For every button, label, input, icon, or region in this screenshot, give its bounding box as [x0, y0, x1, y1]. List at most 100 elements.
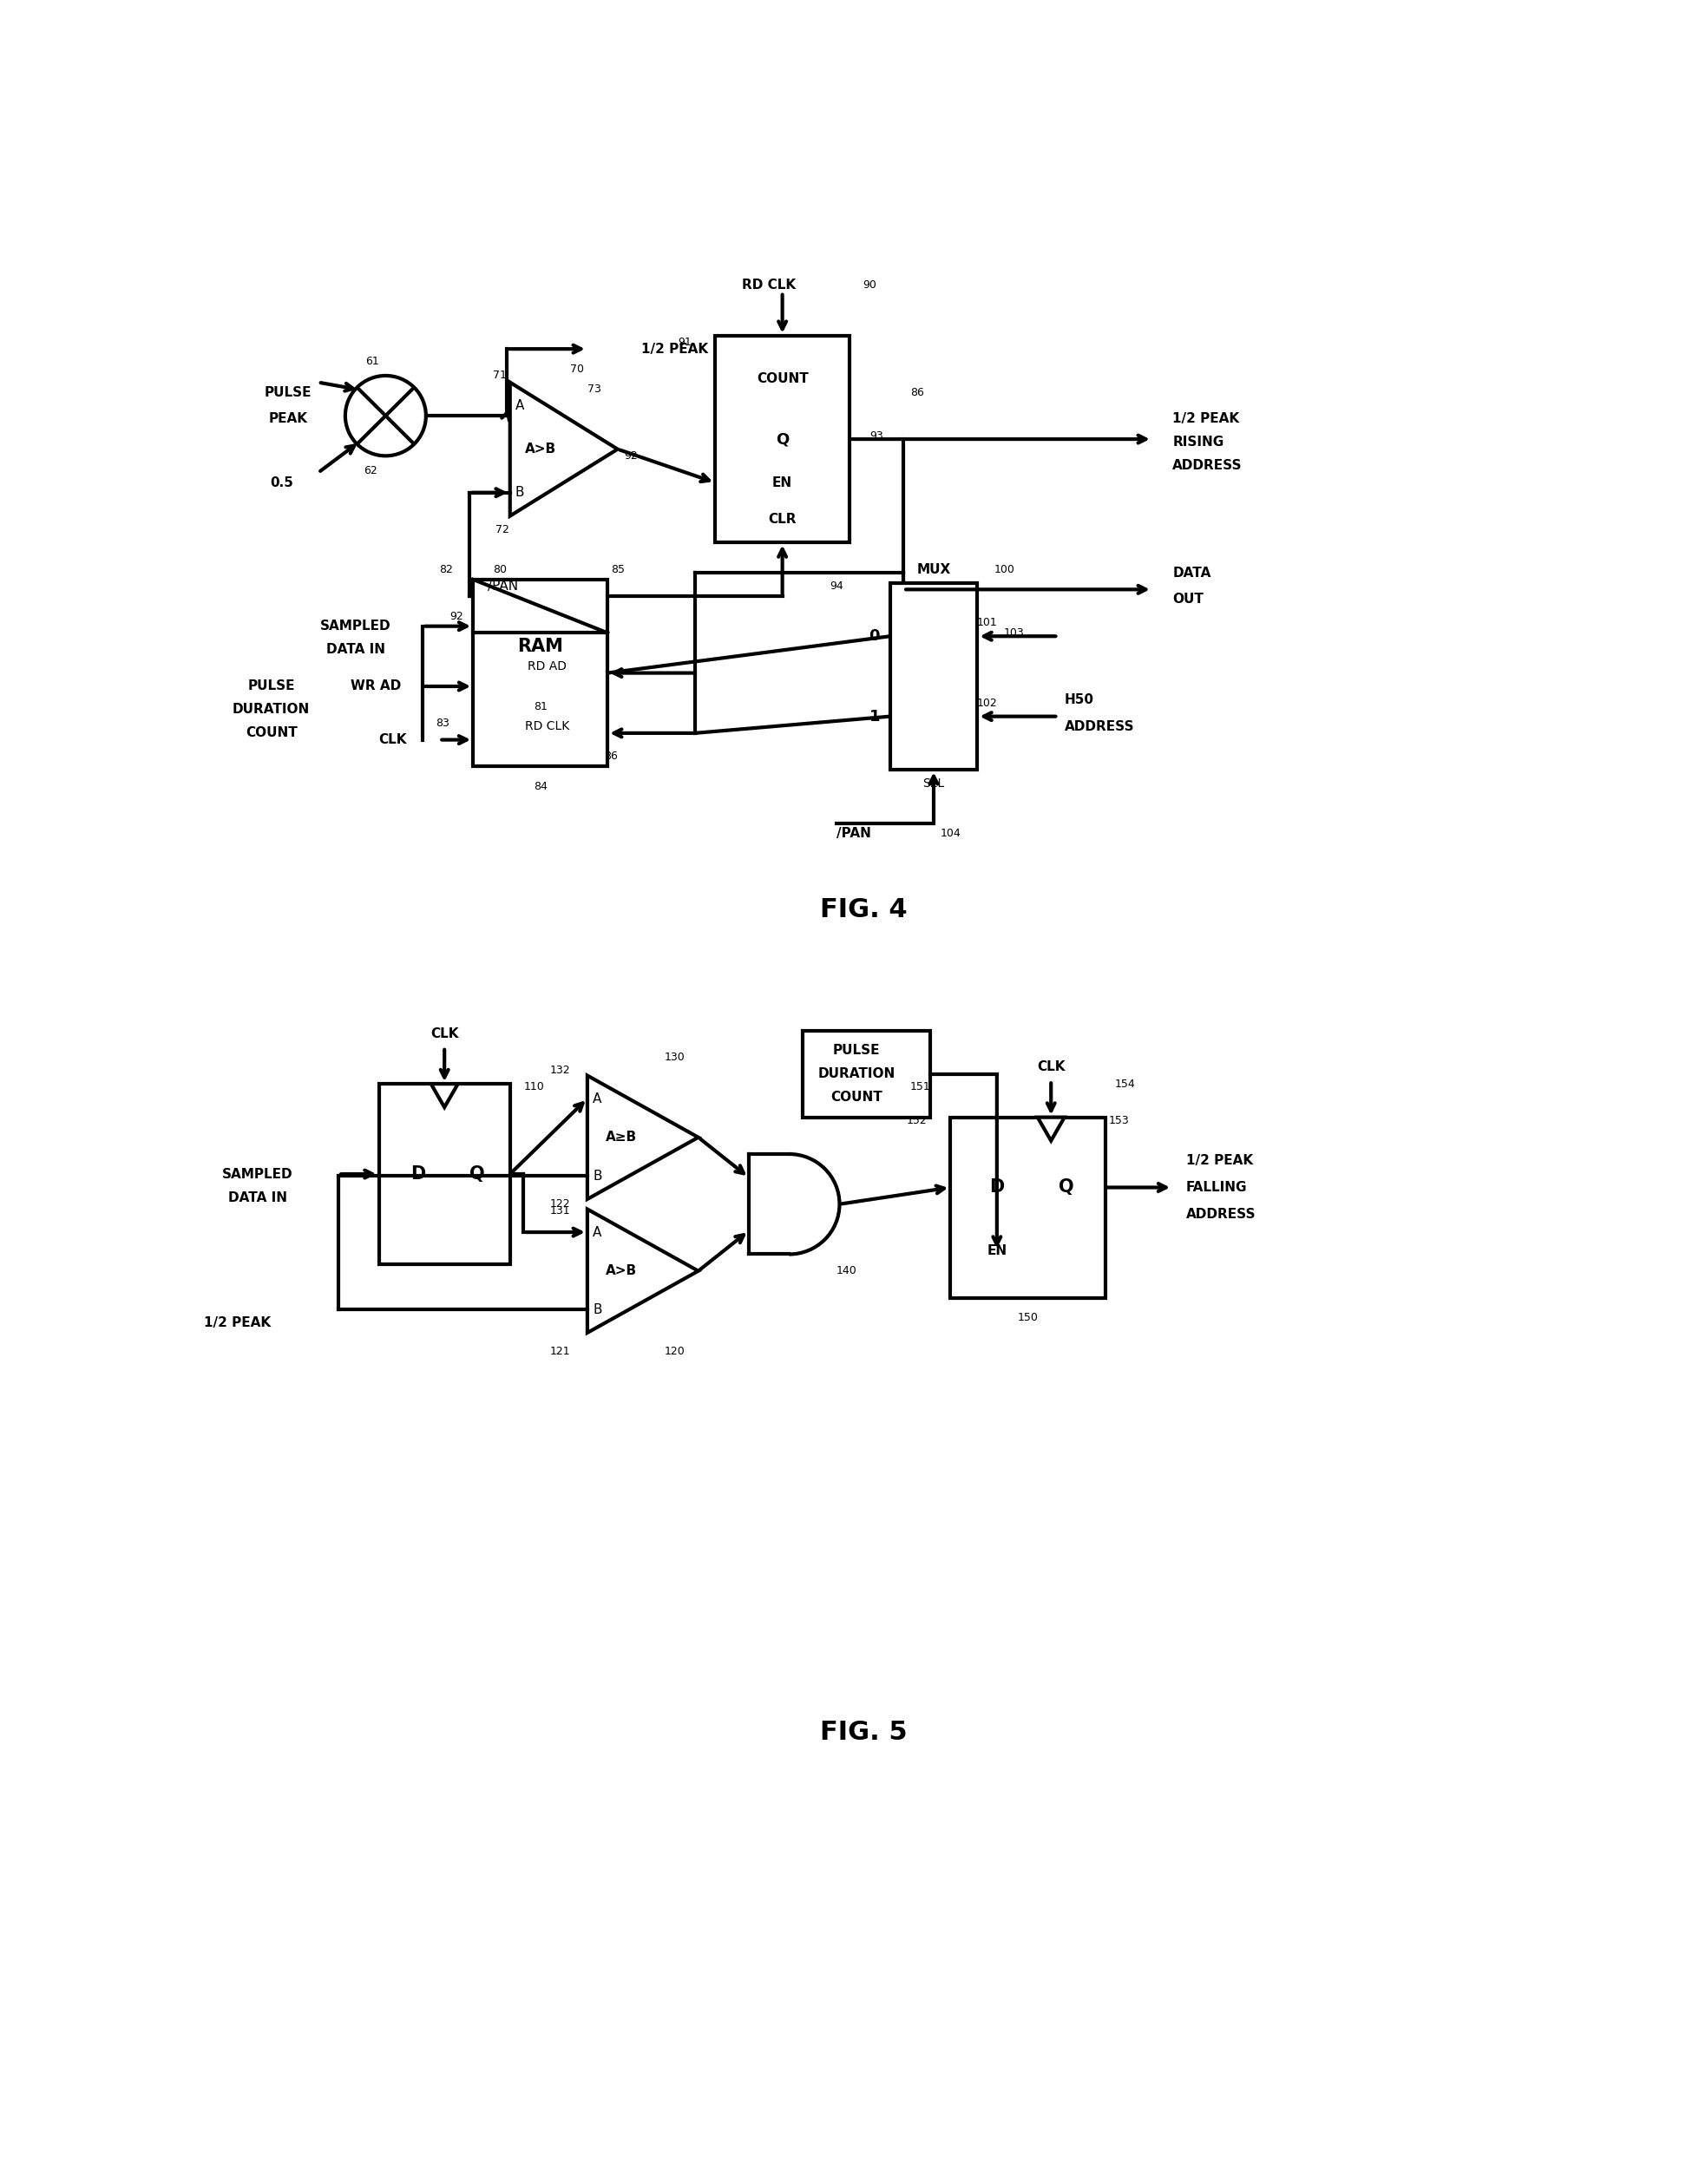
Text: A: A	[593, 1092, 602, 1105]
Text: 84: 84	[533, 782, 548, 793]
Circle shape	[346, 376, 427, 456]
Text: RISING: RISING	[1172, 437, 1224, 450]
Text: 102: 102	[978, 697, 998, 708]
Text: EN: EN	[986, 1245, 1007, 1258]
Text: A>B: A>B	[524, 443, 556, 456]
Text: PULSE: PULSE	[265, 387, 312, 400]
Bar	[379, 1083, 509, 1265]
Bar	[474, 579, 607, 767]
Text: RAM: RAM	[518, 638, 563, 655]
Text: 151: 151	[910, 1081, 931, 1092]
Text: FALLING: FALLING	[1185, 1182, 1248, 1195]
Text: ADDRESS: ADDRESS	[1185, 1208, 1256, 1221]
Polygon shape	[432, 1083, 459, 1107]
Text: A: A	[593, 1225, 602, 1238]
Text: 152: 152	[907, 1116, 927, 1127]
Text: 93: 93	[870, 430, 883, 441]
Text: 0: 0	[868, 629, 880, 644]
Text: DATA IN: DATA IN	[325, 642, 384, 655]
Text: B: B	[516, 487, 524, 500]
Text: EN: EN	[772, 476, 792, 489]
Text: A: A	[516, 400, 524, 413]
Text: D: D	[990, 1179, 1005, 1197]
Text: /PAN: /PAN	[487, 579, 519, 592]
Text: 140: 140	[836, 1265, 856, 1278]
Text: 92: 92	[624, 450, 637, 461]
Text: DATA: DATA	[1172, 566, 1211, 579]
Text: 130: 130	[664, 1051, 685, 1064]
Text: RD CLK: RD CLK	[742, 280, 796, 293]
Text: 71: 71	[492, 369, 507, 382]
Text: B: B	[593, 1304, 602, 1317]
Text: 92: 92	[450, 612, 464, 622]
Text: 131: 131	[550, 1206, 570, 1216]
Text: A>B: A>B	[605, 1265, 637, 1278]
Text: 1/2 PEAK: 1/2 PEAK	[641, 343, 708, 356]
Text: SAMPLED: SAMPLED	[223, 1168, 293, 1182]
Text: SEL: SEL	[922, 778, 944, 788]
Text: DATA IN: DATA IN	[228, 1190, 287, 1203]
Bar	[951, 1118, 1104, 1297]
Text: RD CLK: RD CLK	[524, 721, 570, 732]
Text: OUT: OUT	[1172, 594, 1204, 605]
Text: ADDRESS: ADDRESS	[1066, 721, 1135, 734]
Text: 132: 132	[550, 1066, 570, 1077]
Text: 153: 153	[1108, 1116, 1130, 1127]
Text: Q: Q	[470, 1166, 486, 1184]
Bar	[715, 336, 850, 542]
Text: B: B	[593, 1171, 602, 1182]
Text: 85: 85	[610, 563, 624, 574]
Text: DURATION: DURATION	[818, 1068, 895, 1081]
Polygon shape	[509, 382, 617, 515]
Text: COUNT: COUNT	[246, 727, 297, 740]
Text: 0.5: 0.5	[270, 476, 293, 489]
Text: CLK: CLK	[430, 1026, 459, 1040]
Text: SAMPLED: SAMPLED	[320, 620, 391, 633]
Text: PULSE: PULSE	[248, 679, 295, 692]
Polygon shape	[1037, 1118, 1064, 1140]
Text: 121: 121	[550, 1345, 570, 1356]
Text: /PAN: /PAN	[836, 828, 870, 841]
Text: 150: 150	[1017, 1313, 1039, 1324]
Text: 80: 80	[492, 563, 507, 574]
Text: 122: 122	[550, 1199, 570, 1210]
Text: 86: 86	[910, 387, 924, 397]
Text: 103: 103	[1005, 627, 1025, 638]
Text: 61: 61	[366, 356, 379, 367]
Text: 154: 154	[1114, 1079, 1136, 1090]
Text: 120: 120	[664, 1345, 685, 1356]
Text: 91: 91	[678, 336, 691, 347]
Text: 73: 73	[587, 384, 600, 395]
Text: 70: 70	[570, 363, 585, 376]
Text: 83: 83	[435, 719, 450, 729]
Text: ADDRESS: ADDRESS	[1172, 459, 1243, 472]
Text: 110: 110	[523, 1081, 545, 1092]
Text: H50: H50	[1066, 692, 1094, 705]
Text: D: D	[411, 1166, 425, 1184]
Text: RD AD: RD AD	[528, 660, 566, 673]
Text: 90: 90	[863, 280, 877, 290]
Text: CLR: CLR	[769, 513, 796, 526]
Text: MUX: MUX	[917, 563, 951, 577]
Text: 1/2 PEAK: 1/2 PEAK	[204, 1317, 271, 1330]
Text: 101: 101	[978, 618, 998, 629]
Text: CLK: CLK	[1037, 1061, 1066, 1075]
Bar	[803, 1031, 931, 1118]
Text: 94: 94	[830, 581, 843, 592]
Text: 62: 62	[364, 465, 378, 476]
Text: PEAK: PEAK	[268, 413, 307, 426]
Text: DURATION: DURATION	[233, 703, 310, 716]
Text: 1: 1	[868, 708, 880, 725]
Text: 104: 104	[941, 828, 961, 839]
Text: 72: 72	[496, 524, 509, 535]
Polygon shape	[587, 1075, 698, 1199]
Text: 82: 82	[438, 563, 454, 574]
Text: Q: Q	[776, 430, 789, 448]
Text: WR AD: WR AD	[351, 679, 401, 692]
Text: 86: 86	[604, 751, 617, 762]
Text: Q: Q	[1059, 1179, 1074, 1197]
Text: PULSE: PULSE	[833, 1044, 880, 1057]
Text: FIG. 4: FIG. 4	[821, 898, 907, 924]
Text: A≥B: A≥B	[605, 1131, 637, 1144]
Bar	[890, 583, 978, 769]
